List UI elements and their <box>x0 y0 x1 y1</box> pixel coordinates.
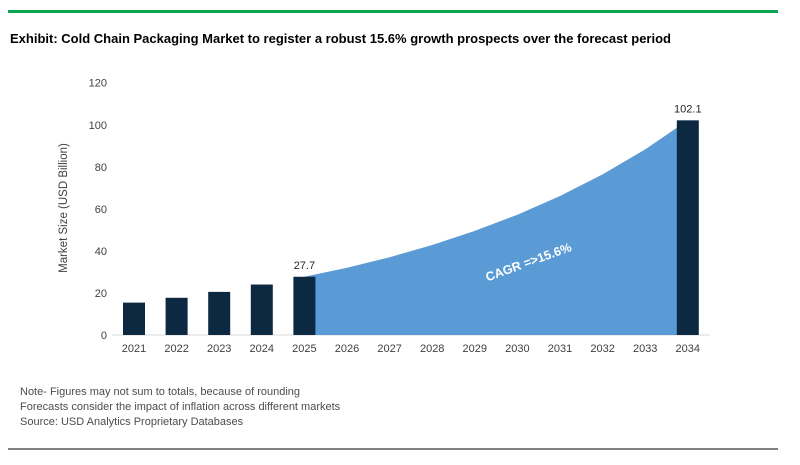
x-tick-label-2031: 2031 <box>548 343 572 355</box>
y-tick-label-120: 120 <box>89 78 107 90</box>
x-tick-label-2025: 2025 <box>292 343 316 355</box>
x-tick-label-2026: 2026 <box>335 343 359 355</box>
x-tick-label-2033: 2033 <box>633 343 657 355</box>
y-tick-label-100: 100 <box>89 120 107 132</box>
forecast-area <box>304 120 688 335</box>
bar-2022 <box>165 297 188 335</box>
x-tick-label-2024: 2024 <box>250 343 274 355</box>
bar-2023 <box>208 291 231 335</box>
x-tick-label-2030: 2030 <box>505 343 529 355</box>
y-tick-label-80: 80 <box>95 162 107 174</box>
bar-2025 <box>293 276 316 335</box>
forecast-area-layer <box>304 120 688 335</box>
note-source: Source: USD Analytics Proprietary Databa… <box>20 416 244 428</box>
y-axis-title: Market Size (USD Billion) <box>58 143 70 273</box>
x-tick-label-2022: 2022 <box>164 343 188 355</box>
x-tick-label-2028: 2028 <box>420 343 444 355</box>
data-labels-layer: 27.7 102.1 <box>294 103 702 271</box>
bottom-divider-rule <box>8 448 778 450</box>
y-tick-label-40: 40 <box>95 246 107 258</box>
bar-2024 <box>250 284 273 335</box>
bars-layer <box>123 120 699 335</box>
y-tick-label-20: 20 <box>95 288 107 300</box>
x-tick-label-2034: 2034 <box>676 343 700 355</box>
tick-labels-layer: 0 20 40 60 80 100 120 2021 2022 2023 2024 2025 2026 2… <box>89 78 700 355</box>
bar-value-label-2025: 27.7 <box>294 260 315 272</box>
note-inflation: Forecasts consider the impact of inflati… <box>20 401 341 413</box>
x-tick-label-2021: 2021 <box>122 343 146 355</box>
x-tick-label-2032: 2032 <box>590 343 614 355</box>
y-tick-label-60: 60 <box>95 204 107 216</box>
x-tick-label-2027: 2027 <box>377 343 401 355</box>
y-tick-label-0: 0 <box>101 330 107 342</box>
bar-2021 <box>123 302 145 335</box>
footer-notes: Note- Figures may not sum to totals, bec… <box>20 385 340 430</box>
x-tick-label-2023: 2023 <box>207 343 231 355</box>
bar-2034 <box>676 120 699 335</box>
top-accent-rule <box>8 10 778 13</box>
exhibit-title: Exhibit: Cold Chain Packaging Market to … <box>10 31 671 46</box>
note-rounding: Note- Figures may not sum to totals, bec… <box>20 386 301 398</box>
x-tick-label-2029: 2029 <box>463 343 487 355</box>
bar-value-label-2034: 102.1 <box>674 103 702 115</box>
